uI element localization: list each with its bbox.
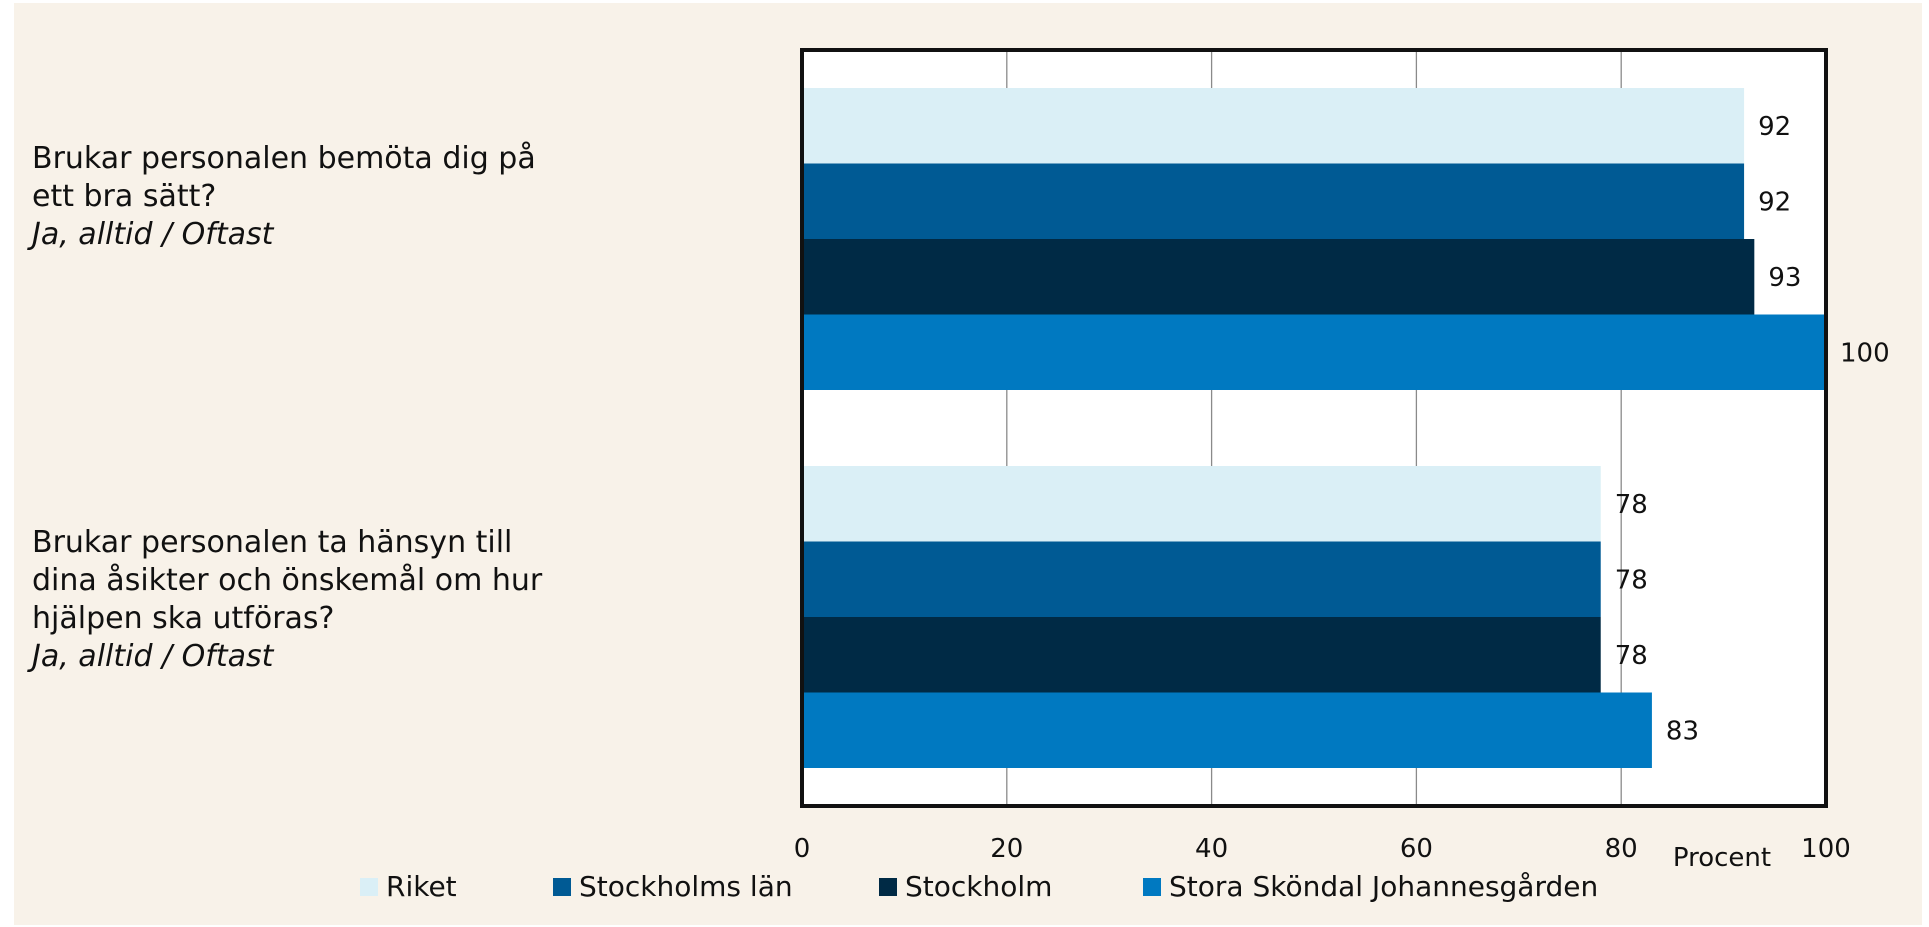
question-2-subtitle: Ja, alltid / Oftast (32, 639, 274, 674)
bar-1-2 (802, 617, 1601, 693)
bar-0-1 (802, 163, 1745, 239)
legend-item-2: Stockholm (879, 870, 1052, 903)
bar-value-label-1-3: 83 (1666, 716, 1699, 746)
bar-0-0 (802, 88, 1745, 164)
question-1-subtitle: Ja, alltid / Oftast (32, 217, 274, 252)
legend-item-1: Stockholms län (553, 870, 793, 903)
legend-swatch-3 (1143, 877, 1161, 896)
legend-item-0: Riket (360, 870, 457, 903)
bar-1-3 (802, 692, 1652, 768)
legend-swatch-0 (360, 877, 378, 896)
bar-0-3 (802, 314, 1826, 390)
bar-value-label-1-1: 78 (1615, 565, 1648, 595)
question-2-label: Brukar personalen ta hänsyn till dina ås… (32, 524, 592, 676)
bar-value-label-0-1: 92 (1758, 187, 1791, 217)
question-1-line-1: Brukar personalen bemöta dig på (32, 141, 536, 176)
x-tick-label-5: 100 (1801, 834, 1851, 864)
x-tick-label-2: 40 (1195, 834, 1228, 864)
bar-1-1 (802, 541, 1601, 617)
legend-label-3: Stora Sköndal Johannesgården (1169, 870, 1599, 903)
question-1-label: Brukar personalen bemöta dig på ett bra … (32, 140, 592, 254)
legend-label-2: Stockholm (905, 870, 1053, 903)
question-2-line-1: Brukar personalen ta hänsyn till (32, 525, 513, 560)
bar-value-label-0-3: 100 (1840, 338, 1890, 368)
bar-value-label-1-2: 78 (1615, 641, 1648, 671)
legend-swatch-1 (553, 877, 571, 896)
question-2-line-3: hjälpen ska utföras? (32, 601, 335, 636)
x-tick-label-0: 0 (794, 834, 811, 864)
x-tick-label-3: 60 (1400, 834, 1433, 864)
question-2-line-2: dina åsikter och önskemål om hur (32, 563, 543, 598)
legend-label-1: Stockholms län (579, 870, 793, 903)
bar-1-0 (802, 466, 1601, 542)
question-1-line-2: ett bra sätt? (32, 179, 217, 214)
legend-item-3: Stora Sköndal Johannesgården (1143, 870, 1598, 903)
bar-value-label-0-2: 93 (1768, 263, 1801, 293)
bar-0-2 (802, 239, 1755, 315)
bar-value-label-1-0: 78 (1615, 490, 1648, 520)
legend-swatch-2 (879, 877, 897, 896)
x-tick-label-1: 20 (990, 834, 1023, 864)
bar-value-label-0-0: 92 (1758, 112, 1791, 142)
x-tick-label-4: 80 (1605, 834, 1638, 864)
plot-frame (800, 48, 1828, 808)
x-axis-label: Procent (1673, 843, 1771, 873)
legend-label-0: Riket (386, 870, 457, 903)
legend: Riket Stockholms län Stockholm Stora Skönda… (0, 870, 1929, 910)
